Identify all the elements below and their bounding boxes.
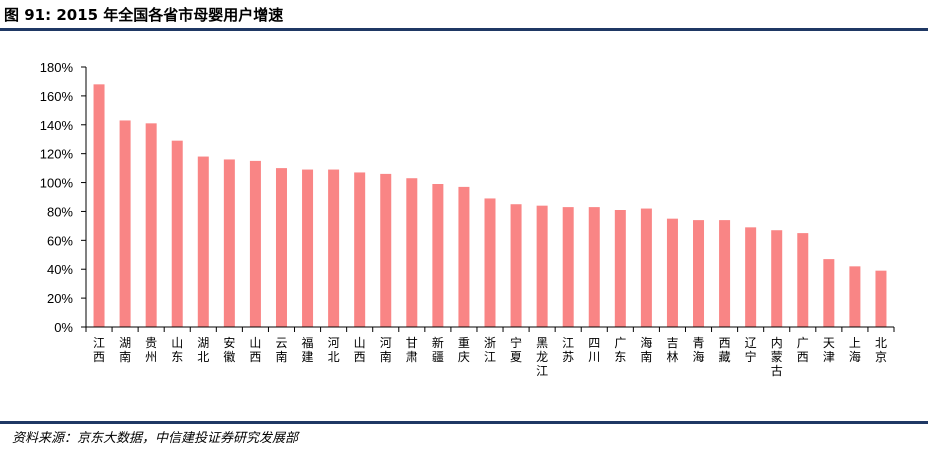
bar (197, 156, 209, 327)
bar (693, 220, 705, 327)
x-category-label: 山西 (249, 336, 261, 364)
x-category-label: 青海 (693, 336, 705, 364)
bar (771, 230, 783, 327)
x-category-label: 新疆 (432, 335, 444, 364)
bar (249, 160, 261, 327)
y-tick-label: 60% (47, 233, 73, 248)
x-category-label: 江苏 (562, 336, 574, 364)
x-category-label: 河南 (380, 336, 392, 364)
bar (536, 205, 548, 327)
x-category-label: 福建 (302, 335, 314, 364)
x-category-label: 黑龙江 (536, 336, 548, 378)
y-tick-label: 0% (54, 320, 73, 335)
x-category-label: 西藏 (719, 336, 731, 364)
x-category-label: 北京 (875, 336, 887, 364)
bar (223, 159, 235, 327)
x-category-label: 吉林 (666, 336, 678, 364)
y-axis: 0% 20% 40% 60% 80% 100% 120% 140% 160% 180% (40, 60, 87, 335)
bar (797, 233, 809, 327)
y-tick-label: 180% (40, 60, 74, 75)
bottom-rule (0, 421, 928, 424)
bar-chart: 0% 20% 40% 60% 80% 100% 120% 140% 160% 180% 江西湖南贵… (40, 60, 895, 378)
y-tick-label: 80% (47, 204, 73, 219)
bar (406, 178, 418, 327)
bar (328, 169, 340, 327)
bar (458, 186, 470, 327)
bar (823, 259, 835, 327)
bar (666, 218, 678, 327)
top-rule (0, 28, 928, 31)
y-tick-label: 20% (47, 291, 73, 306)
y-tick-label: 160% (40, 89, 74, 104)
bar (719, 220, 731, 327)
bar (119, 120, 131, 327)
bar (745, 227, 757, 327)
x-category-label: 海南 (640, 335, 652, 364)
bar (432, 184, 444, 327)
x-category-label: 贵州 (145, 336, 157, 364)
bar (275, 168, 287, 327)
x-category-label: 湖北 (197, 335, 209, 364)
bar (145, 123, 157, 327)
x-category-label: 内蒙古 (771, 336, 783, 378)
x-axis: 江西湖南贵州山东湖北安徽山西云南福建河北山西河南甘肃新疆重庆浙江宁夏黑龙江江苏四… (85, 326, 895, 378)
source-note: 资料来源：京东大数据，中信建投证券研究发展部 (12, 431, 299, 446)
bar (510, 204, 522, 327)
x-category-label: 江西 (93, 336, 105, 364)
bar (354, 172, 366, 327)
x-category-label: 天津 (823, 336, 835, 364)
x-category-label: 甘肃 (406, 336, 418, 364)
x-category-label: 河北 (328, 336, 340, 364)
x-category-label: 山西 (354, 336, 366, 364)
y-tick-label: 120% (40, 147, 74, 162)
x-category-label: 四川 (588, 336, 600, 364)
y-tick-label: 40% (47, 262, 73, 277)
bar (849, 266, 861, 327)
y-tick-label: 140% (40, 118, 74, 133)
figure-title: 图 91: 2015 年全国各省市母婴用户增速 (4, 6, 284, 24)
bar (171, 140, 183, 327)
x-category-label: 广东 (614, 336, 626, 364)
bar (302, 169, 314, 327)
x-category-label: 上海 (849, 336, 861, 364)
x-category-label: 浙江 (484, 336, 496, 364)
x-category-label: 广西 (797, 336, 809, 364)
x-category-label: 宁夏 (510, 335, 522, 364)
x-category-label: 山东 (171, 336, 183, 364)
y-tick-label: 100% (40, 176, 74, 191)
bar (484, 198, 496, 327)
bar (614, 210, 626, 327)
x-category-label: 安徽 (223, 335, 235, 364)
bar (875, 270, 887, 327)
x-category-label: 重庆 (458, 336, 470, 364)
x-category-label: 云南 (275, 336, 287, 364)
bar (380, 173, 392, 327)
bar (640, 208, 652, 327)
bar (562, 207, 574, 327)
x-category-label: 湖南 (119, 335, 131, 364)
bars (93, 84, 887, 327)
bar (93, 84, 105, 327)
bar (588, 207, 600, 327)
x-category-label: 辽宁 (745, 336, 757, 364)
